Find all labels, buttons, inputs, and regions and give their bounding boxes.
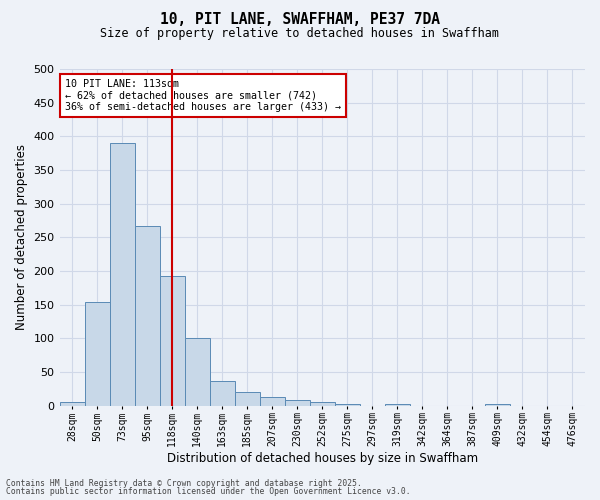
Bar xyxy=(285,400,310,406)
Bar xyxy=(260,397,285,406)
Bar xyxy=(185,338,209,406)
Bar xyxy=(235,392,260,406)
Text: Contains public sector information licensed under the Open Government Licence v3: Contains public sector information licen… xyxy=(6,487,410,496)
Bar xyxy=(310,402,335,406)
Bar xyxy=(134,226,160,406)
Bar xyxy=(59,402,85,406)
Text: 10 PIT LANE: 113sqm
← 62% of detached houses are smaller (742)
36% of semi-detac: 10 PIT LANE: 113sqm ← 62% of detached ho… xyxy=(65,79,341,112)
Bar xyxy=(335,404,360,406)
X-axis label: Distribution of detached houses by size in Swaffham: Distribution of detached houses by size … xyxy=(167,452,478,465)
Bar xyxy=(85,302,110,406)
Bar xyxy=(385,404,410,406)
Text: Size of property relative to detached houses in Swaffham: Size of property relative to detached ho… xyxy=(101,28,499,40)
Bar xyxy=(160,276,185,406)
Y-axis label: Number of detached properties: Number of detached properties xyxy=(15,144,28,330)
Text: Contains HM Land Registry data © Crown copyright and database right 2025.: Contains HM Land Registry data © Crown c… xyxy=(6,478,362,488)
Bar xyxy=(485,404,510,406)
Text: 10, PIT LANE, SWAFFHAM, PE37 7DA: 10, PIT LANE, SWAFFHAM, PE37 7DA xyxy=(160,12,440,28)
Bar xyxy=(110,143,134,406)
Bar xyxy=(209,382,235,406)
